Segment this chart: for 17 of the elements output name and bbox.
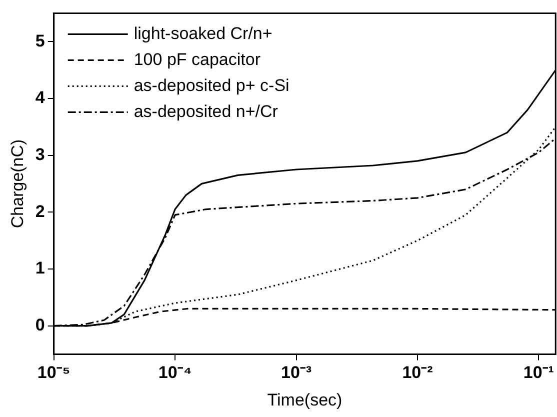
x-tick-label: 10⁻⁵ <box>37 363 70 382</box>
x-tick-label: 10⁻⁴ <box>158 363 192 382</box>
y-tick-label: 3 <box>35 144 45 164</box>
x-tick-label: 10⁻³ <box>280 363 312 382</box>
y-tick-label: 0 <box>35 315 45 334</box>
y-tick-label: 1 <box>35 258 45 278</box>
legend-label: 100 pF capacitor <box>134 50 261 69</box>
x-tick-label: 10⁻¹ <box>523 363 554 382</box>
y-tick-label: 2 <box>35 202 45 221</box>
y-tick-label: 4 <box>35 88 46 108</box>
x-axis-title: Time(sec) <box>267 390 342 410</box>
legend-label: as-deposited p+ c-Si <box>134 76 290 95</box>
legend-label: light-soaked Cr/n+ <box>134 24 272 43</box>
legend-label: as-deposited n+/Cr <box>134 102 278 121</box>
x-tick-label: 10⁻² <box>402 363 434 382</box>
y-axis-title: Charge(nC) <box>8 139 27 228</box>
y-tick-label: 5 <box>35 31 45 50</box>
